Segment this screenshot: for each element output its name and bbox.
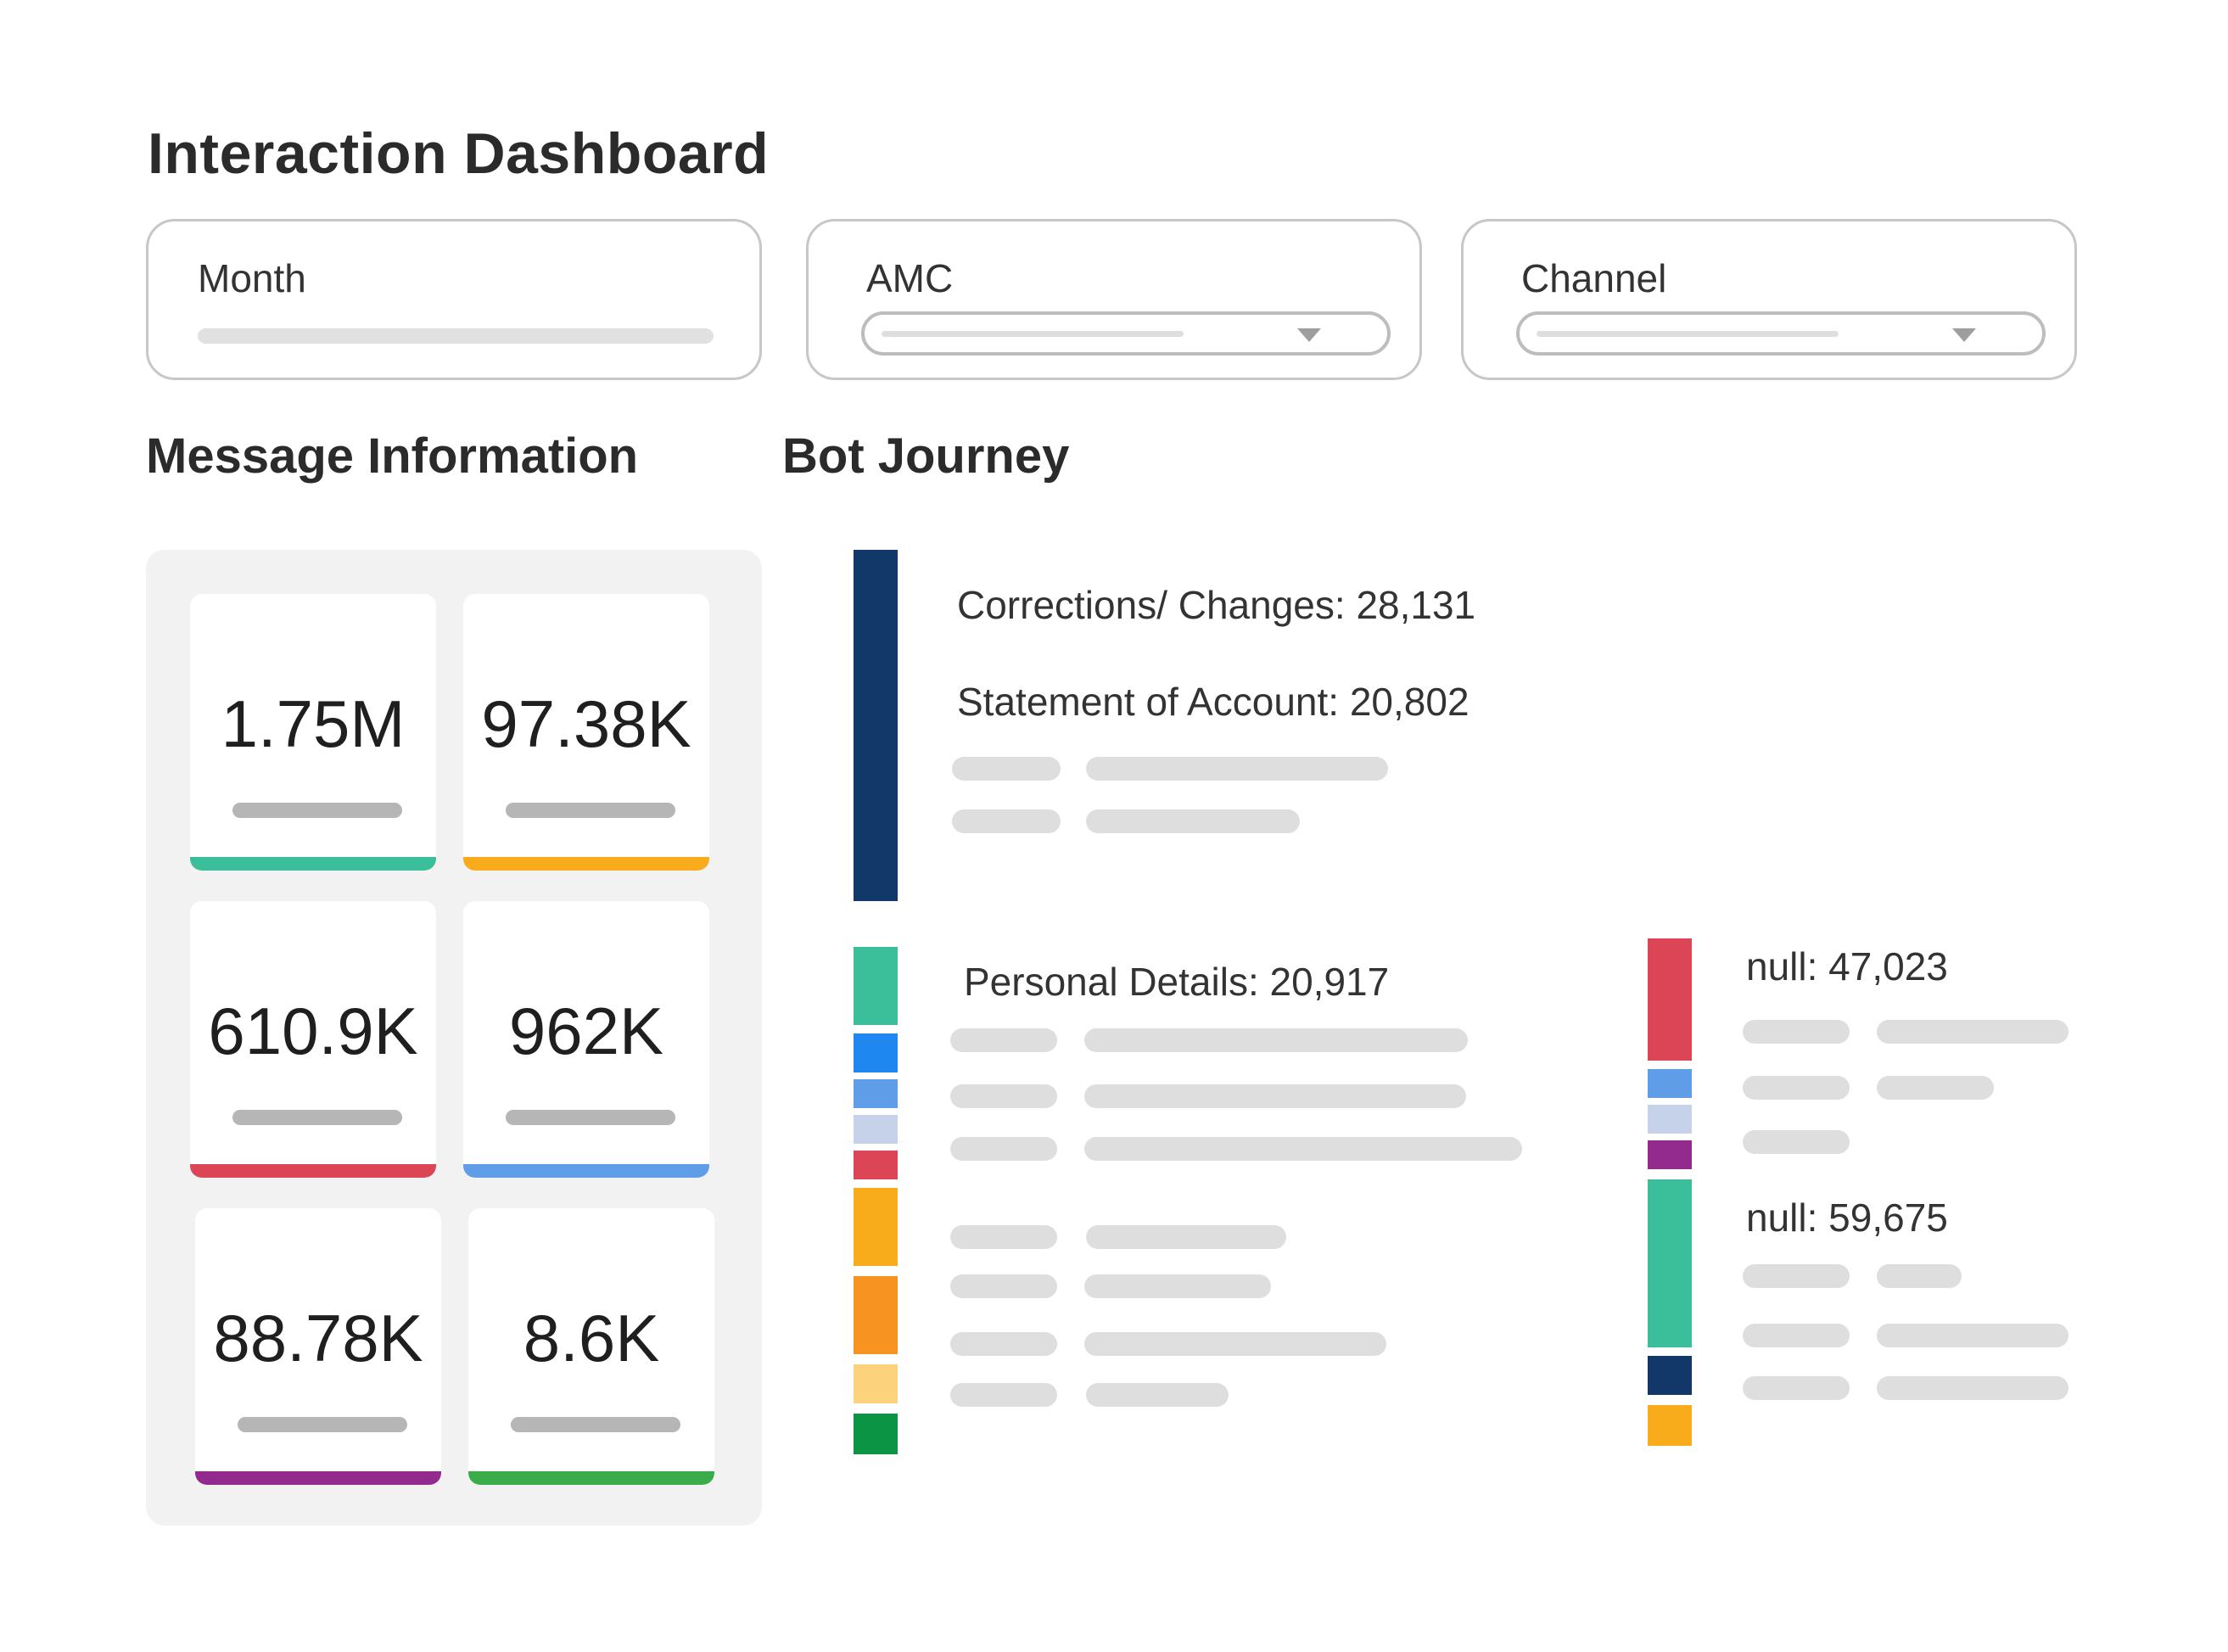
kpi-label-placeholder xyxy=(232,803,402,818)
journey-label: Personal Details: 20,917 xyxy=(964,960,1390,1004)
bot-journey-title: Bot Journey xyxy=(782,428,1070,484)
channel-dropdown-value-placeholder xyxy=(1537,331,1839,337)
placeholder-bar xyxy=(1743,1076,1850,1100)
placeholder-bar xyxy=(1084,1028,1468,1052)
channel-filter-label: Channel xyxy=(1521,256,1667,300)
month-filter: Month xyxy=(146,219,762,380)
placeholder-bar xyxy=(1877,1020,2068,1044)
placeholder-bar xyxy=(952,809,1061,833)
channel-dropdown[interactable] xyxy=(1516,311,2046,356)
journey-segment[interactable] xyxy=(1648,1405,1692,1446)
message-information-title: Message Information xyxy=(146,428,639,484)
placeholder-bar xyxy=(952,757,1061,781)
kpi-value: 97.38K xyxy=(481,686,691,761)
journey-segment[interactable] xyxy=(854,1188,898,1266)
kpi-card[interactable]: 1.75M xyxy=(190,594,436,871)
chevron-down-icon xyxy=(1952,328,1976,342)
placeholder-bar xyxy=(1743,1130,1850,1154)
journey-segment[interactable] xyxy=(854,1276,898,1354)
kpi-card[interactable]: 88.78K xyxy=(195,1208,441,1485)
placeholder-bar xyxy=(1743,1376,1850,1400)
journey-label: Corrections/ Changes: 28,131 xyxy=(957,583,1476,627)
kpi-card[interactable]: 8.6K xyxy=(468,1208,714,1485)
month-slider[interactable] xyxy=(198,328,714,344)
placeholder-bar xyxy=(950,1383,1057,1407)
journey-segment[interactable] xyxy=(1648,1356,1692,1395)
kpi-label-placeholder xyxy=(506,803,675,818)
placeholder-bar xyxy=(1084,1084,1466,1108)
journey-segment[interactable] xyxy=(854,1079,898,1108)
amc-filter-label: AMC xyxy=(866,256,954,300)
placeholder-bar xyxy=(1084,1137,1522,1161)
placeholder-bar xyxy=(1743,1324,1850,1347)
amc-dropdown-value-placeholder xyxy=(882,331,1184,337)
month-filter-label: Month xyxy=(198,256,306,300)
amc-filter: AMC xyxy=(806,219,1422,380)
page-title: Interaction Dashboard xyxy=(148,121,770,186)
journey-segment[interactable] xyxy=(854,1364,898,1403)
kpi-label-placeholder xyxy=(232,1110,402,1125)
placeholder-bar xyxy=(950,1274,1057,1298)
kpi-accent-bar xyxy=(195,1471,441,1485)
journey-segment[interactable] xyxy=(1648,1179,1692,1347)
kpi-label-placeholder xyxy=(511,1417,680,1432)
kpi-accent-bar xyxy=(468,1471,714,1485)
placeholder-bar xyxy=(1877,1376,2068,1400)
journey-segment[interactable] xyxy=(1648,1140,1692,1169)
journey-segment[interactable] xyxy=(1648,1069,1692,1098)
journey-segment[interactable] xyxy=(854,1033,898,1072)
journey-segment[interactable] xyxy=(854,1115,898,1144)
kpi-accent-bar xyxy=(463,1164,709,1178)
chevron-down-icon xyxy=(1297,328,1321,342)
journey-segment[interactable] xyxy=(854,550,898,901)
journey-segment[interactable] xyxy=(854,1151,898,1179)
placeholder-bar xyxy=(1877,1324,2068,1347)
placeholder-bar xyxy=(1086,1383,1229,1407)
channel-filter: Channel xyxy=(1461,219,2077,380)
placeholder-bar xyxy=(950,1137,1057,1161)
kpi-value: 962K xyxy=(508,994,664,1068)
placeholder-bar xyxy=(1084,1274,1271,1298)
kpi-value: 610.9K xyxy=(208,994,418,1068)
kpi-accent-bar xyxy=(190,857,436,871)
kpi-card[interactable]: 962K xyxy=(463,901,709,1178)
message-information-panel: 1.75M 97.38K 610.9K 962K 88.78K 8.6K xyxy=(146,550,762,1526)
placeholder-bar xyxy=(1743,1264,1850,1288)
placeholder-bar xyxy=(950,1225,1057,1249)
placeholder-bar xyxy=(1877,1264,1962,1288)
placeholder-bar xyxy=(1086,809,1300,833)
placeholder-bar xyxy=(1743,1020,1850,1044)
placeholder-bar xyxy=(1086,1225,1286,1249)
kpi-value: 8.6K xyxy=(523,1301,660,1375)
journey-segment[interactable] xyxy=(1648,938,1692,1061)
placeholder-bar xyxy=(950,1332,1057,1356)
kpi-label-placeholder xyxy=(238,1417,407,1432)
kpi-value: 88.78K xyxy=(213,1301,423,1375)
placeholder-bar xyxy=(1084,1332,1386,1356)
kpi-card[interactable]: 610.9K xyxy=(190,901,436,1178)
kpi-value: 1.75M xyxy=(221,686,406,761)
journey-label: Statement of Account: 20,802 xyxy=(957,680,1469,724)
amc-dropdown[interactable] xyxy=(861,311,1391,356)
journey-label: null: 59,675 xyxy=(1746,1196,1948,1240)
placeholder-bar xyxy=(950,1028,1057,1052)
placeholder-bar xyxy=(1877,1076,1994,1100)
kpi-accent-bar xyxy=(463,857,709,871)
kpi-card[interactable]: 97.38K xyxy=(463,594,709,871)
kpi-label-placeholder xyxy=(506,1110,675,1125)
journey-segment[interactable] xyxy=(1648,1105,1692,1134)
journey-segment[interactable] xyxy=(854,947,898,1025)
kpi-accent-bar xyxy=(190,1164,436,1178)
placeholder-bar xyxy=(950,1084,1057,1108)
placeholder-bar xyxy=(1086,757,1388,781)
journey-label: null: 47,023 xyxy=(1746,944,1948,988)
journey-segment[interactable] xyxy=(854,1414,898,1454)
